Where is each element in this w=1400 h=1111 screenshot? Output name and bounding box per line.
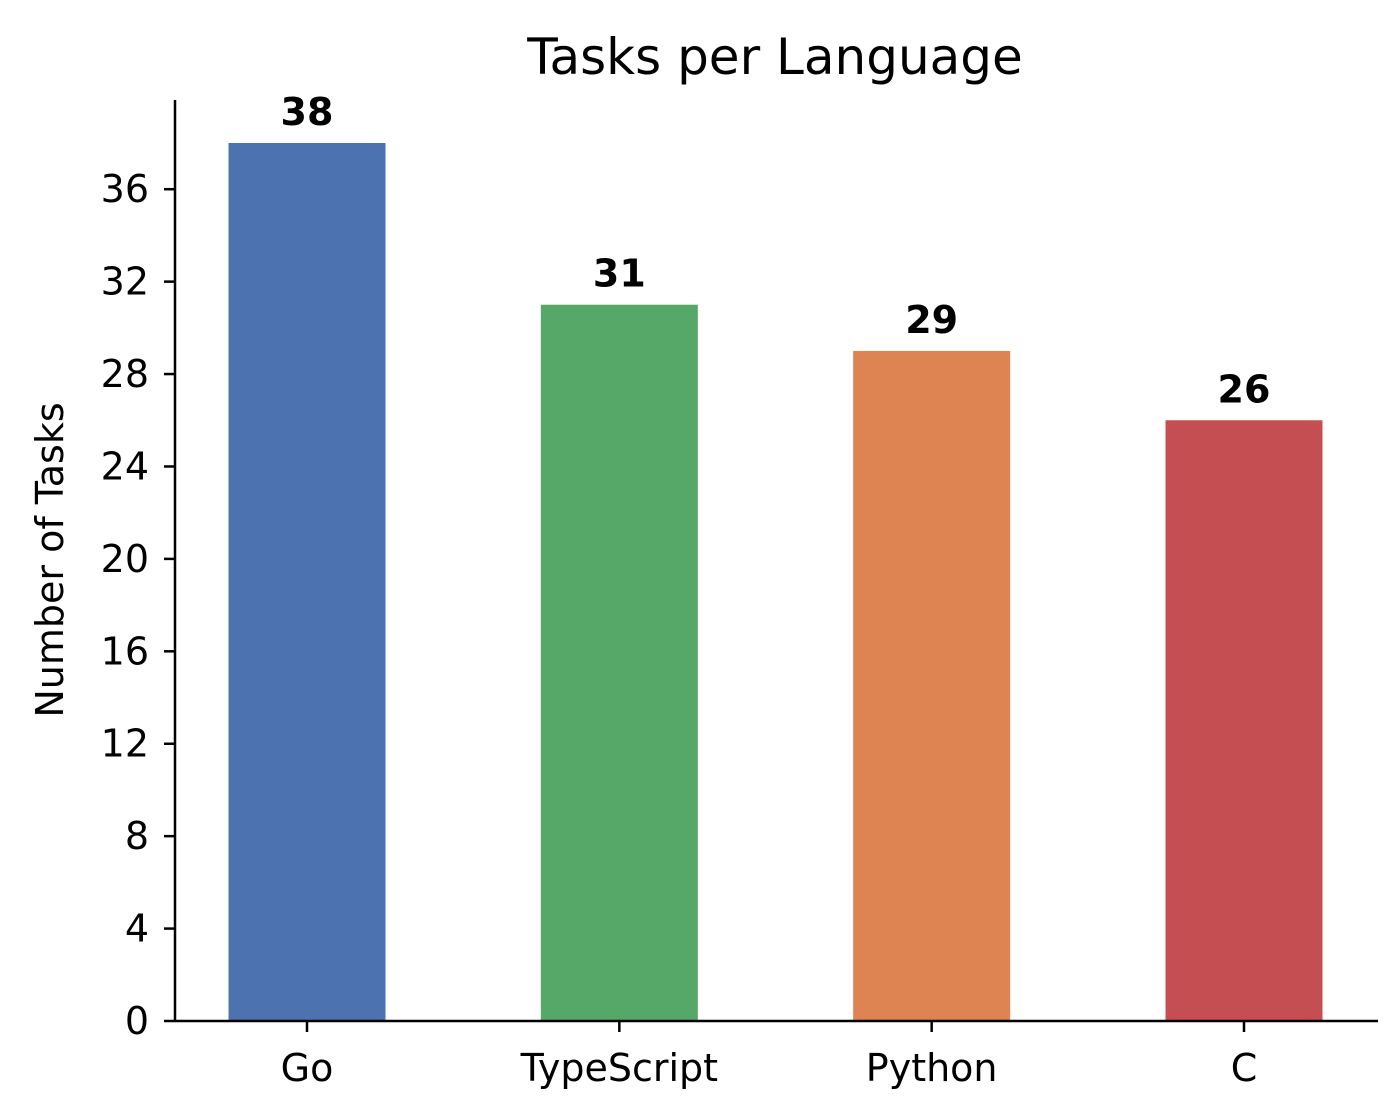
y-axis-ticks: 0 4 8 12 16 20 24 28 32 36: [101, 167, 175, 1043]
x-tick-label: TypeScript: [520, 1046, 719, 1090]
y-tick-label: 0: [125, 999, 149, 1043]
x-tick-label: Python: [866, 1046, 998, 1090]
bar-go: [228, 143, 386, 1021]
bar-python: [853, 350, 1011, 1021]
bar-typescript: [540, 304, 698, 1022]
y-tick-label: 32: [101, 260, 149, 304]
y-tick-label: 12: [101, 722, 149, 766]
x-axis-ticks: Go TypeScript Python C: [281, 1021, 1258, 1090]
bars-group: [228, 143, 1323, 1022]
bar-value-labels: 38 31 29 26: [281, 90, 1271, 411]
bar-c: [1165, 420, 1323, 1021]
chart-title: Tasks per Language: [526, 28, 1023, 86]
bar-value-label: 31: [593, 252, 646, 296]
bar-value-label: 29: [905, 298, 958, 342]
y-tick-label: 28: [101, 352, 149, 396]
x-tick-label: Go: [281, 1046, 334, 1090]
y-tick-label: 16: [101, 629, 149, 673]
y-tick-label: 36: [101, 167, 149, 211]
y-tick-label: 8: [125, 814, 149, 858]
x-tick-label: C: [1231, 1046, 1258, 1090]
y-tick-label: 24: [101, 444, 149, 488]
y-axis-label: Number of Tasks: [28, 402, 72, 717]
y-tick-label: 20: [101, 537, 149, 581]
bar-value-label: 26: [1218, 367, 1271, 411]
bar-value-label: 38: [281, 90, 334, 134]
y-tick-label: 4: [125, 907, 149, 951]
